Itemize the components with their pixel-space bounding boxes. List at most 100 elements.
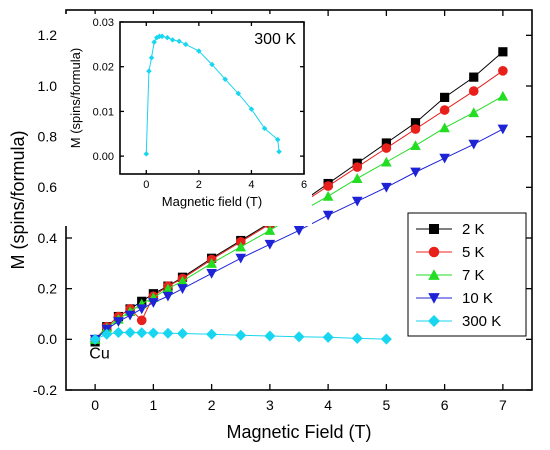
inset-y-tick-label: 0.01 (93, 106, 114, 118)
main-data-point (351, 196, 363, 207)
main-y-axis-title: M (spins/formula) (8, 130, 28, 269)
main-data-point (498, 65, 508, 76)
main-y-tick-label: 0.8 (38, 129, 58, 145)
inset-y-tick-label: 0.03 (93, 17, 114, 29)
inset-axes: 0 2 4 6 0.00 0.01 0.02 0.03 (93, 17, 307, 191)
main-data-point (352, 162, 363, 172)
main-data-point (439, 153, 450, 164)
inset-x-tick-label: 0 (143, 179, 149, 191)
main-y-tick-label: 0.0 (38, 331, 58, 347)
main-x-tick-label: 3 (266, 397, 274, 413)
main-data-point (351, 332, 363, 344)
main-y-tick-label: 0.6 (38, 179, 58, 195)
main-data-point (136, 304, 148, 315)
inset-data-point (151, 39, 157, 45)
inset-data-point (159, 33, 165, 40)
main-data-point (162, 291, 174, 302)
inset-data-point (235, 90, 242, 97)
legend-label: 2 K (462, 221, 485, 238)
main-data-point (381, 156, 392, 167)
main-data-point (206, 328, 218, 340)
main-data-point (264, 330, 276, 342)
legend-label: 7 K (462, 267, 485, 284)
main-data-point (176, 327, 189, 340)
main-data-point (410, 118, 421, 128)
inset-data-point (169, 37, 176, 43)
inset-y-axis-title: M (spins/formula) (68, 48, 83, 148)
main-chart: 0 1 2 3 4 5 6 7 -0.2 0.0 0.2 0.4 0.6 0.8 1.0 1.2 Magnet… (8, 9, 533, 442)
inset-data-point (182, 41, 189, 48)
main-data-point (322, 331, 334, 343)
legend-marker (428, 293, 440, 304)
main-y-tick-label: 1.0 (38, 78, 58, 94)
main-data-point (264, 239, 276, 250)
main-y-tick-label: -0.2 (33, 382, 57, 398)
inset-y-tick-label: 0.02 (93, 62, 114, 74)
inset-background (60, 14, 312, 226)
main-data-point (124, 326, 136, 339)
main-data-point (112, 326, 124, 339)
inset-data-point (176, 38, 182, 44)
main-data-point (468, 86, 479, 96)
main-data-point (162, 283, 174, 294)
inset-data-point (276, 148, 282, 155)
main-data-point (322, 190, 334, 201)
inset-data-point (209, 61, 215, 68)
main-x-tick-label: 4 (324, 397, 332, 413)
inset-x-tick-label: 2 (196, 179, 202, 191)
main-data-point (410, 167, 421, 178)
main-data-point (497, 90, 509, 101)
main-data-point (206, 268, 217, 279)
inset-x-tick-label: 6 (301, 179, 307, 191)
inset-data-point (196, 48, 202, 54)
main-data-point (439, 122, 450, 133)
main-data-point (235, 241, 247, 252)
legend-marker (428, 269, 440, 280)
inset-data-point (148, 55, 155, 61)
inset-data-point (143, 151, 150, 157)
inset-data-point (164, 34, 171, 41)
main-x-tick-label: 7 (499, 397, 507, 413)
main-data-point (498, 47, 508, 57)
main-data-point (136, 327, 148, 339)
inset-chart: 0 2 4 60.000.010.020.03 Magnetic field (T) … (60, 14, 312, 226)
main-data-point (113, 317, 124, 327)
main-data-point (469, 72, 479, 82)
main-x-tick-label: 0 (91, 397, 99, 413)
main-x-tick-label: 1 (149, 397, 157, 413)
main-data-point (136, 315, 147, 326)
main-data-point (440, 92, 450, 102)
main-data-point (323, 181, 333, 191)
main-data-point (235, 329, 247, 341)
main-data-point (124, 310, 136, 321)
legend-label: 300 K (462, 313, 501, 330)
main-data-point (410, 140, 421, 151)
main-data-point (381, 143, 392, 153)
main-data-point (147, 327, 159, 339)
main-x-axis-title: Magnetic Field (T) (226, 422, 371, 442)
inset-data-point (261, 125, 268, 132)
main-data-point (322, 210, 334, 221)
legend-label: 5 K (462, 244, 485, 261)
inset-x-axis-title: Magnetic field (T) (162, 194, 262, 209)
main-data-point (381, 138, 391, 148)
main-data-point (468, 107, 480, 118)
main-y-tick-label: 0.4 (38, 230, 58, 246)
main-data-point (89, 333, 101, 345)
main-data-point (497, 124, 509, 135)
main-data-point (439, 105, 450, 115)
main-data-point (410, 124, 421, 134)
main-data-point (264, 225, 276, 235)
main-axes: 0 1 2 3 4 5 6 7 -0.2 0.0 0.2 0.4 0.6 0.8 1.0 1.2 (33, 10, 532, 413)
main-data-point (351, 173, 363, 183)
cu-annotation: Cu (89, 345, 109, 362)
main-y-tick-label: 1.2 (38, 27, 58, 43)
main-data-point (235, 253, 247, 264)
inset-series-group (143, 33, 282, 157)
legend-marker (428, 315, 440, 327)
inset-data-point (274, 136, 281, 143)
inset-data-point (248, 106, 255, 112)
legend-marker (429, 224, 439, 234)
main-data-point (206, 258, 217, 268)
